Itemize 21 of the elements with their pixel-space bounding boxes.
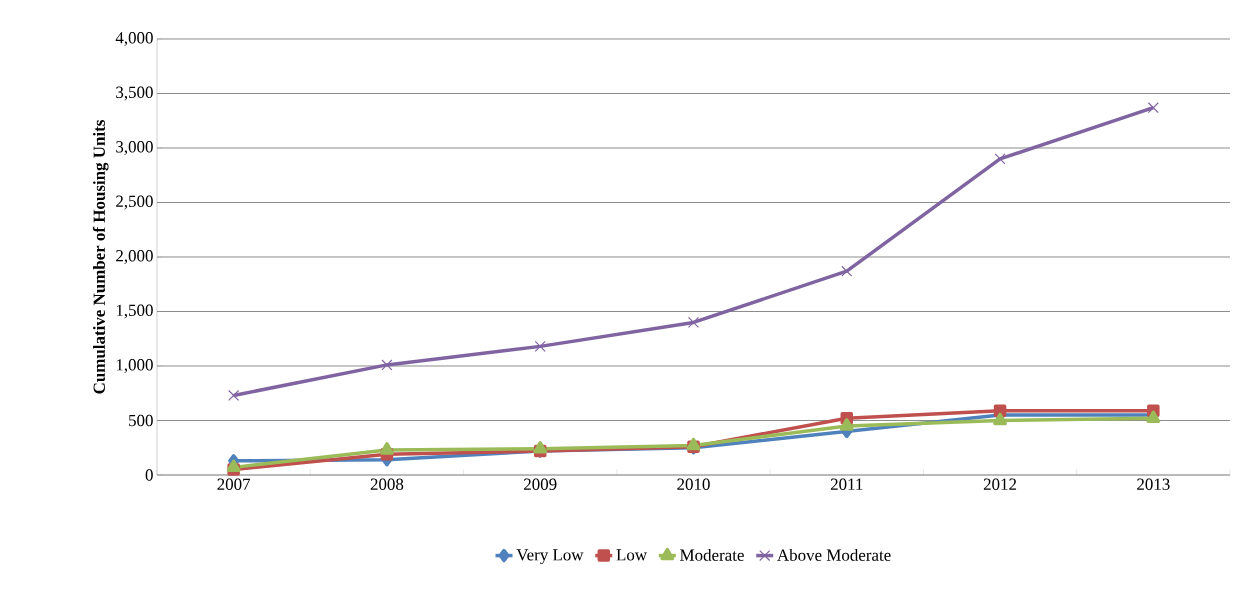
legend-label: Low bbox=[616, 549, 647, 561]
x-tick-label: 2011 bbox=[830, 478, 863, 490]
x-tick-label: 2013 bbox=[1137, 478, 1170, 490]
y-axis-title: Cumulative Number of Housing Units bbox=[92, 120, 109, 394]
x-tick-label: 2012 bbox=[983, 478, 1017, 490]
y-tick-label: 1,500 bbox=[116, 304, 153, 319]
y-tick-label: 3,500 bbox=[116, 86, 153, 101]
y-tick-label: 0 bbox=[145, 469, 153, 481]
y-tick-label: 2,000 bbox=[116, 250, 153, 264]
y-tick-label: 3,000 bbox=[116, 141, 153, 155]
y-tick-label: 500 bbox=[129, 414, 153, 427]
y-tick-label: 4,000 bbox=[115, 32, 153, 46]
x-tick-label: 2009 bbox=[524, 478, 557, 490]
y-tick-label: 2,500 bbox=[116, 195, 153, 210]
x-tick-label: 2008 bbox=[370, 478, 404, 490]
x-tick-label: 2007 bbox=[217, 478, 251, 490]
y-tick-label: 1,000 bbox=[116, 359, 153, 373]
x-tick-label: 2010 bbox=[677, 478, 710, 490]
legend-label: Very Low bbox=[516, 549, 584, 565]
legend-label: Above Moderate bbox=[777, 548, 891, 561]
legend-label: Moderate bbox=[680, 548, 744, 561]
